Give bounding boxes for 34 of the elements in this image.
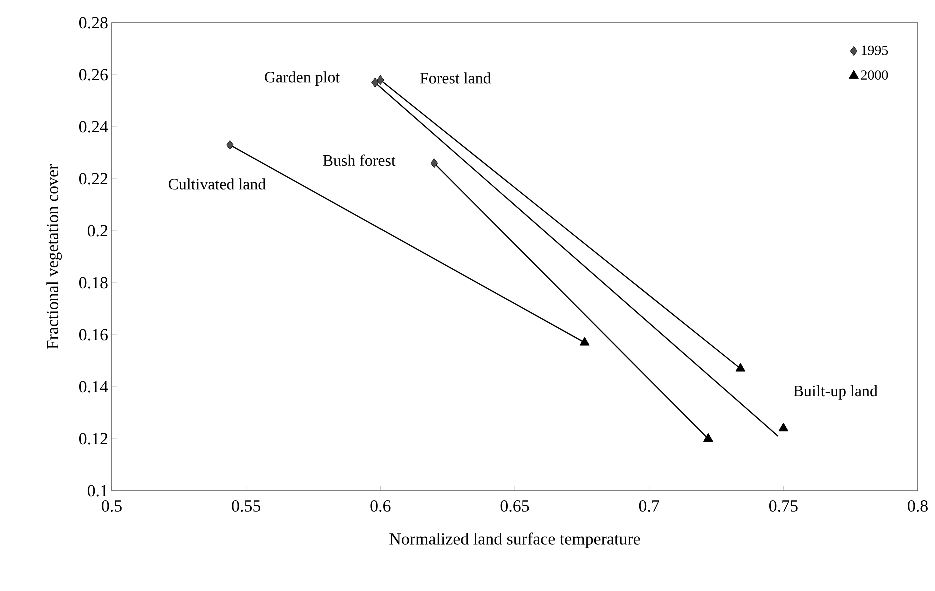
point — [376, 75, 384, 86]
point — [580, 337, 590, 346]
y-tick-label: 0.16 — [79, 329, 108, 341]
x-tick-label: 0.8 — [908, 500, 928, 512]
y-tick-label: 0.12 — [79, 433, 108, 445]
y-tick-label: 0.18 — [79, 277, 108, 289]
x-tick-label: 0.75 — [769, 500, 798, 512]
y-tick-label: 0.28 — [79, 17, 108, 29]
x-tick-label: 0.55 — [232, 500, 260, 512]
y-tick-label: 0.14 — [79, 381, 108, 393]
x-tick-label: 0.7 — [639, 500, 660, 512]
point — [736, 363, 746, 372]
annotation: Bush forest — [323, 154, 396, 166]
point — [703, 433, 714, 442]
point — [226, 140, 234, 150]
annotation: Built-up land — [794, 385, 878, 400]
annotation: Garden plot — [265, 72, 340, 86]
point — [778, 422, 789, 432]
y-tick-label: 0.22 — [79, 173, 108, 185]
annotation: Forest land — [420, 72, 492, 84]
y-tick-label: 0.1 — [88, 485, 108, 497]
point — [372, 78, 379, 88]
y-tick-label: 0.26 — [79, 69, 108, 81]
x-axis-title: Normalized land surface temperature — [390, 532, 640, 548]
legend-label: 2000 — [861, 70, 888, 80]
x-tick-label: 0.5 — [102, 500, 122, 512]
annotation: Cultivated land — [168, 178, 266, 190]
y-axis-title: Fractional vegetation cover — [46, 164, 62, 350]
y-tick-label: 0.2 — [88, 225, 108, 237]
point — [430, 158, 438, 168]
x-tick-label: 0.65 — [500, 500, 530, 512]
y-tick-label: 0.24 — [79, 121, 108, 133]
x-tick-label: 0.6 — [370, 500, 391, 512]
legend-label: 1995 — [862, 46, 888, 56]
